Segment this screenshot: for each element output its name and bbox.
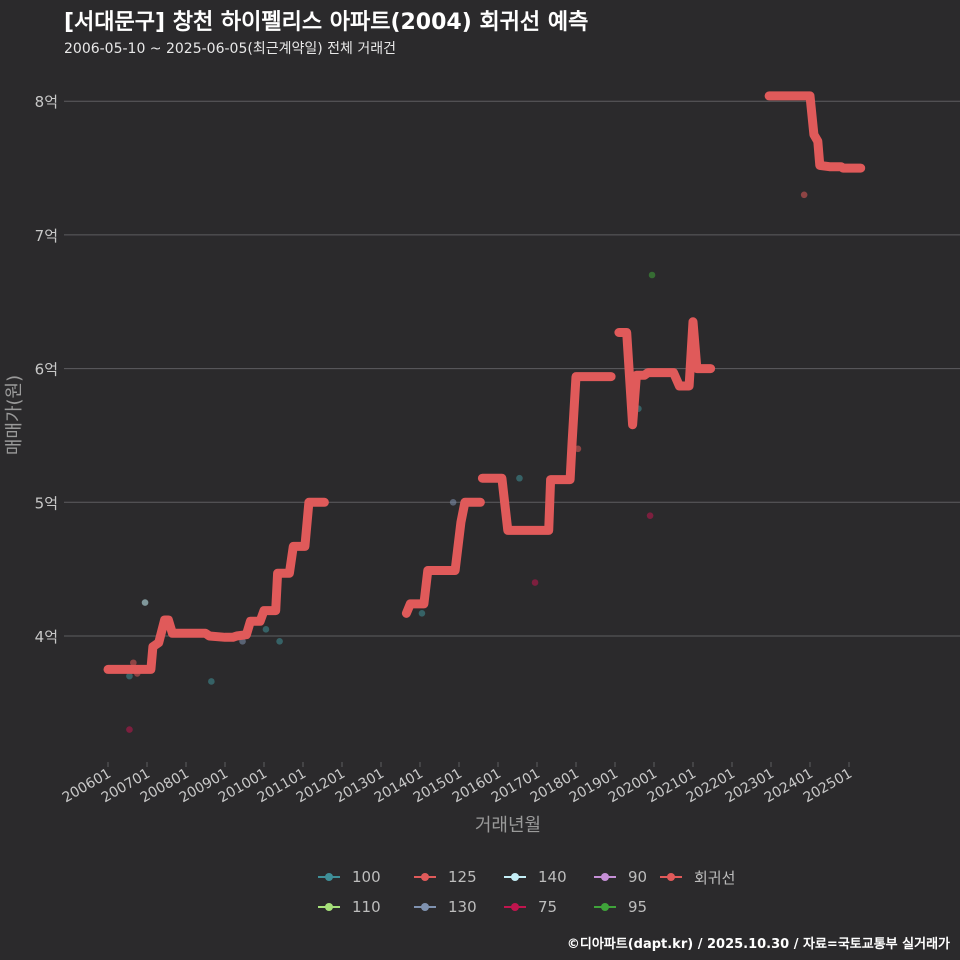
data-point (648, 271, 656, 279)
data-point (276, 638, 283, 645)
chart-subtitle: 2006-05-10 ~ 2025-06-05(최근계약일) 전체 거래건 (64, 41, 396, 57)
legend-label: 130 (448, 898, 477, 916)
legend-item: 130 (414, 896, 477, 918)
legend-label: 95 (628, 898, 648, 916)
scatter-points (126, 191, 808, 733)
legend-key-icon (318, 896, 340, 918)
regression-line (103, 91, 866, 674)
data-point (126, 726, 133, 733)
legend-label: 90 (628, 868, 648, 886)
legend-key-icon (414, 866, 436, 888)
data-point (130, 659, 137, 667)
data-point (646, 512, 654, 519)
data-point (418, 609, 426, 617)
legend-label: 회귀선 (694, 868, 736, 887)
legend-label: 110 (352, 898, 381, 916)
legend-item: 회귀선 (660, 866, 735, 888)
y-gridlines (64, 100, 960, 637)
legend-key-icon (414, 896, 436, 918)
x-axis-title: 거래년월 (475, 815, 541, 836)
source-caption: ©디아파트(dapt.kr) / 2025.10.30 / 자료=국토교통부 실… (566, 937, 950, 952)
regression-segment (103, 497, 329, 674)
legend-key-icon (594, 896, 616, 918)
legend-item: 90 (594, 866, 647, 888)
legend-key-icon (318, 866, 340, 888)
legend-item: 140 (504, 866, 567, 888)
data-point (141, 599, 149, 606)
y-tick-label: 8억 (35, 93, 58, 111)
regression-segment (477, 372, 616, 535)
y-tick-label: 4억 (35, 628, 58, 646)
legend-label: 125 (448, 868, 477, 886)
legend-item: 110 (318, 896, 381, 918)
data-point (531, 579, 539, 586)
data-point (516, 474, 523, 482)
legend-label: 100 (352, 868, 381, 886)
data-point (208, 678, 215, 685)
regression-segment (401, 497, 485, 618)
legend-key-icon (594, 866, 616, 888)
y-axis-title: 매매가(원) (4, 375, 25, 455)
data-point (126, 672, 133, 680)
regression-segment (614, 317, 716, 430)
legend-key-icon (660, 866, 682, 888)
y-tick-label: 6억 (35, 361, 58, 379)
y-tick-label: 5억 (35, 494, 58, 512)
legend-key-icon (504, 866, 526, 888)
y-tick-labels: 4억 5억 6억 7억 8억 (35, 93, 58, 646)
legend-label: 75 (538, 898, 558, 916)
data-point (449, 499, 457, 506)
legend-item: 95 (594, 896, 647, 918)
x-tick-labels: 2006012007012008012009012010012011012012… (60, 762, 855, 806)
legend-item: 75 (504, 896, 557, 918)
data-point (800, 191, 808, 199)
data-point (262, 626, 270, 633)
legend-key-icon (504, 896, 526, 918)
chart-title: [서대문구] 창천 하이펠리스 아파트(2004) 회귀선 예측 (64, 10, 589, 35)
legend-label: 140 (538, 868, 567, 886)
y-tick-label: 7억 (35, 227, 58, 245)
regression-segment (764, 91, 866, 173)
legend-item: 100 (318, 866, 381, 888)
legend-item: 125 (414, 866, 477, 888)
